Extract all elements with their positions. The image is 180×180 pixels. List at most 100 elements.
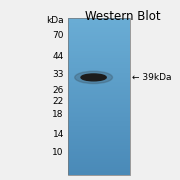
- Bar: [68, 137, 130, 138]
- Bar: [68, 104, 130, 105]
- Bar: [68, 22, 130, 23]
- Bar: [68, 145, 130, 146]
- Bar: [68, 105, 130, 107]
- Bar: [68, 27, 130, 28]
- Bar: [68, 57, 130, 58]
- Bar: [68, 32, 130, 34]
- Bar: [68, 168, 130, 169]
- Bar: [68, 43, 130, 44]
- Bar: [68, 141, 130, 142]
- Text: 70: 70: [52, 31, 64, 40]
- Bar: [68, 167, 130, 168]
- Bar: [68, 164, 130, 165]
- Bar: [68, 133, 130, 134]
- Bar: [68, 60, 130, 61]
- Bar: [68, 21, 130, 22]
- Bar: [68, 126, 130, 128]
- Bar: [68, 154, 130, 155]
- Bar: [68, 156, 130, 158]
- Bar: [68, 172, 130, 173]
- Bar: [68, 69, 130, 70]
- Text: 22: 22: [53, 97, 64, 106]
- Bar: [68, 49, 130, 51]
- Bar: [68, 160, 130, 162]
- Bar: [68, 83, 130, 85]
- Bar: [68, 100, 130, 102]
- Bar: [68, 151, 130, 152]
- Bar: [68, 88, 130, 90]
- Bar: [68, 26, 130, 27]
- Bar: [68, 30, 130, 31]
- Bar: [68, 40, 130, 42]
- Bar: [68, 107, 130, 108]
- Bar: [68, 103, 130, 104]
- Bar: [68, 128, 130, 129]
- Text: 18: 18: [52, 110, 64, 119]
- Bar: [68, 148, 130, 150]
- Bar: [68, 66, 130, 68]
- Bar: [68, 109, 130, 111]
- Bar: [68, 118, 130, 120]
- Bar: [68, 19, 130, 21]
- Bar: [68, 155, 130, 156]
- Bar: [68, 82, 130, 83]
- Bar: [68, 71, 130, 73]
- Bar: [68, 120, 130, 121]
- Bar: [68, 122, 130, 124]
- Bar: [68, 62, 130, 64]
- Bar: [68, 116, 130, 117]
- Bar: [68, 125, 130, 126]
- Bar: [68, 134, 130, 135]
- Bar: [68, 23, 130, 24]
- Bar: [68, 35, 130, 36]
- Bar: [68, 152, 130, 154]
- Bar: [68, 78, 130, 79]
- Bar: [68, 75, 130, 77]
- Bar: [68, 129, 130, 130]
- Bar: [68, 98, 130, 99]
- Bar: [68, 95, 130, 96]
- Bar: [68, 48, 130, 49]
- Bar: [68, 113, 130, 114]
- Bar: [68, 38, 130, 39]
- Ellipse shape: [75, 71, 112, 84]
- Bar: [68, 146, 130, 147]
- Text: 26: 26: [53, 86, 64, 95]
- Bar: [68, 74, 130, 75]
- Text: kDa: kDa: [46, 16, 64, 25]
- Bar: [68, 73, 130, 74]
- Bar: [68, 92, 130, 94]
- Bar: [68, 147, 130, 148]
- Bar: [68, 117, 130, 118]
- Bar: [68, 112, 130, 113]
- Bar: [68, 79, 130, 81]
- Bar: [68, 114, 130, 116]
- Bar: [68, 65, 130, 66]
- Bar: [68, 130, 130, 132]
- Bar: [68, 58, 130, 60]
- Bar: [68, 31, 130, 32]
- Bar: [68, 124, 130, 125]
- Bar: [68, 143, 130, 145]
- Text: 14: 14: [53, 130, 64, 139]
- Bar: [68, 86, 130, 87]
- Ellipse shape: [81, 74, 106, 81]
- Bar: [68, 135, 130, 137]
- Bar: [68, 53, 130, 55]
- Bar: [68, 111, 130, 112]
- Bar: [68, 162, 130, 163]
- Bar: [68, 34, 130, 35]
- Bar: [68, 47, 130, 48]
- Bar: [68, 77, 130, 78]
- Bar: [68, 108, 130, 109]
- Bar: [68, 132, 130, 133]
- Bar: [68, 70, 130, 71]
- Bar: [68, 39, 130, 40]
- Bar: [68, 87, 130, 88]
- Bar: [68, 96, 130, 98]
- Bar: [68, 64, 130, 65]
- Text: 33: 33: [52, 70, 64, 79]
- Bar: [68, 52, 130, 53]
- Bar: [68, 142, 130, 143]
- Bar: [68, 121, 130, 122]
